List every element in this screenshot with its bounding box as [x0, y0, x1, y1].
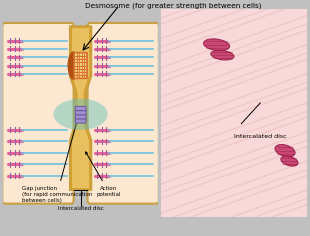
Text: Action
potential: Action potential: [86, 152, 121, 197]
Text: Intercalated disc: Intercalated disc: [58, 206, 104, 211]
Ellipse shape: [203, 39, 230, 51]
FancyBboxPatch shape: [74, 53, 87, 78]
Text: Gap junction
(for rapid communication
between cells): Gap junction (for rapid communication be…: [22, 120, 92, 202]
FancyBboxPatch shape: [2, 23, 73, 204]
Ellipse shape: [211, 50, 234, 60]
Polygon shape: [72, 28, 89, 188]
FancyBboxPatch shape: [75, 106, 86, 111]
FancyBboxPatch shape: [75, 111, 86, 115]
FancyBboxPatch shape: [87, 23, 159, 204]
FancyBboxPatch shape: [75, 119, 86, 123]
Ellipse shape: [275, 144, 295, 157]
Ellipse shape: [281, 156, 298, 166]
Text: Desmosome (for greater strength between cells): Desmosome (for greater strength between …: [85, 2, 262, 9]
Ellipse shape: [68, 52, 79, 79]
Polygon shape: [70, 26, 91, 190]
Text: Intercalated disc: Intercalated disc: [234, 134, 287, 139]
FancyBboxPatch shape: [75, 115, 86, 119]
Ellipse shape: [53, 99, 108, 130]
